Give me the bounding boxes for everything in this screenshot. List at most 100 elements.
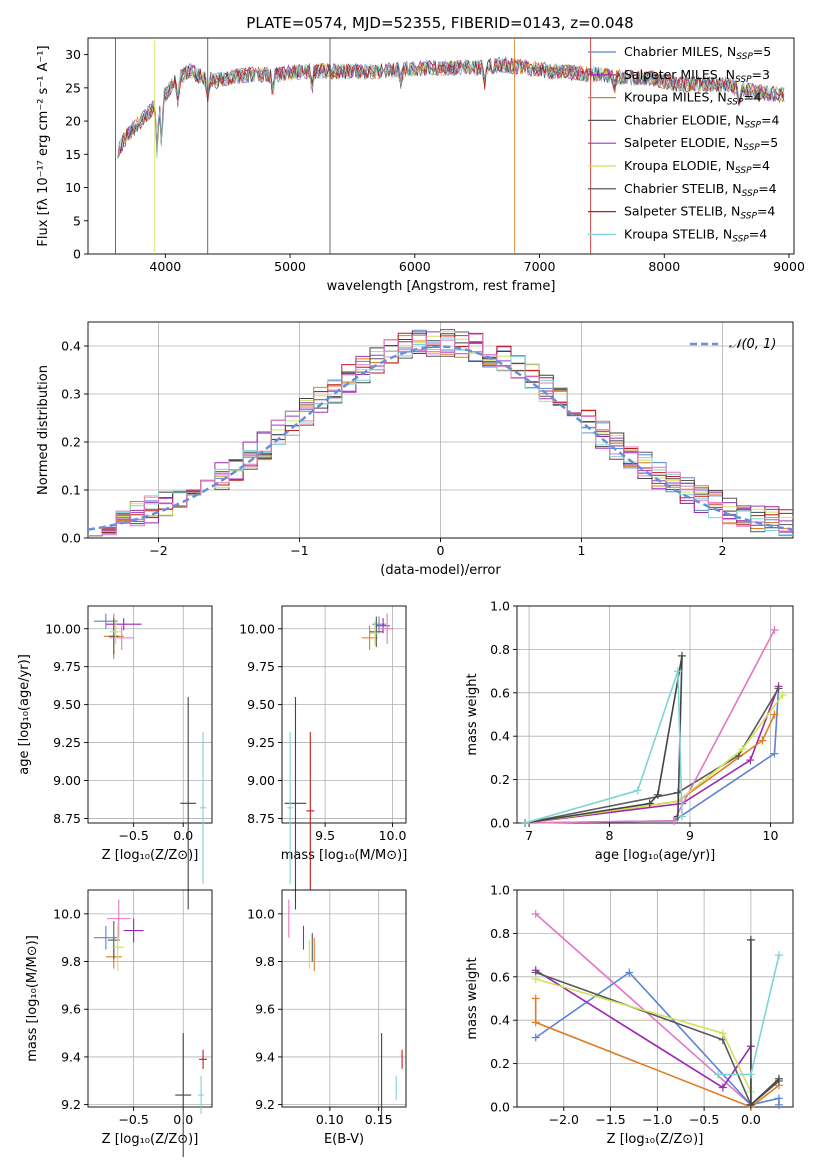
residual-histogram [88,333,793,537]
x-tick-label: 5000 [274,259,306,274]
y-tick-label: 15 [65,147,81,162]
y-tick-label: 5 [73,213,81,228]
x-tick-label: 10.0 [379,828,407,843]
mass-weight-marker [774,951,783,960]
x-axis-label: E(B-V) [324,1132,364,1147]
y-tick-label: 0.4 [490,729,510,744]
x-tick-label: −0.5 [118,828,148,843]
x-axis-label: Z [log₁₀(Z/Z⊙)] [607,1132,704,1147]
mass-weight-line [534,998,780,1108]
y-tick-label: 9.2 [61,1097,81,1112]
y-tick-label: 0.6 [490,685,510,700]
massweight_vs_Z-panel: −2.0 −1.5 −1.0 −0.5 0.0 0.0 0.2 0.4 0.6 0.8 1.0 Z [… [465,883,794,1147]
y-tick-label: 0.6 [490,969,510,984]
mass-weight-line [524,629,776,824]
y-tick-label: 8.75 [53,811,81,826]
y-tick-label: 25 [65,80,81,95]
y-tick-label: 0.4 [490,1013,510,1028]
x-tick-label: 2 [719,543,727,558]
mass-weight-marker [673,667,682,676]
x-axis-label: mass [log₁₀(M/M⊙)] [281,848,408,863]
y-tick-label: 9.2 [255,1097,275,1112]
mass-weight-marker [521,819,530,827]
mass-weight-marker [774,1074,783,1083]
y-tick-label: 9.4 [61,1049,81,1064]
x-tick-label: 0.15 [365,1112,393,1127]
figure-title: PLATE=0574, MJD=52355, FIBERID=0143, z=0… [246,14,633,32]
massweight_vs_age-panel: 7 8 9 10 0.0 0.2 0.4 0.6 0.8 1.0 age [log₁₀(age/yr… [465,599,794,863]
mass-weight-line [718,954,780,1076]
x-axis-label: age [log₁₀(age/yr)] [595,848,716,863]
mass-weight-line [524,655,683,824]
legend-entry: Chabrier STELIB, NSSP=4 [624,181,777,199]
x-tick-label: 9000 [773,259,805,274]
y-axis-label: age [log₁₀(age/yr)] [17,654,32,775]
mass-weight-marker [531,1018,540,1027]
residuals-panel: −2 −1 0 1 2 0.0 0.1 0.2 0.3 0.4 (data-model)/error… [36,321,794,578]
y-tick-label: 0.2 [490,1056,510,1071]
x-axis-label: Z [log₁₀(Z/Z⊙)] [102,1132,199,1147]
y-tick-label: 10.0 [247,906,275,921]
spectrum-series-line [117,57,785,159]
mass-weight-marker [633,786,642,795]
x-tick-label: 8000 [648,259,680,274]
age_vs_Z-panel: −0.5 0.0 8.75 9.00 9.25 9.50 9.75 10.00 Z [log₁₀… [17,605,213,910]
y-tick-label: 0.0 [490,816,510,831]
mass-weight-marker [653,790,662,799]
mass-weight-marker [738,745,747,754]
x-tick-label: −1 [290,543,308,558]
y-tick-label: 0.4 [61,339,81,354]
mass-weight-marker [778,690,787,699]
legend-entry: Salpeter STELIB, NSSP=4 [624,204,775,222]
spectrum-series-line [117,58,785,159]
y-tick-label: 0.2 [61,435,81,450]
y-tick-label: 8.75 [247,811,275,826]
y-tick-label: 0.1 [61,483,81,498]
y-tick-label: 9.25 [247,735,275,750]
y-tick-label: 0.3 [61,387,81,402]
mass-weight-line [524,694,784,824]
x-tick-label: −1.5 [595,1112,625,1127]
mass-weight-marker [774,684,783,693]
legend-entry: Chabrier MILES, NSSP=5 [624,44,771,62]
y-tick-label: 10.0 [53,906,81,921]
x-tick-label: 9.5 [315,828,335,843]
x-tick-label: 0.0 [173,828,193,843]
x-tick-label: 10 [763,828,779,843]
y-tick-label: 10 [65,180,81,195]
y-tick-label: 0.2 [490,772,510,787]
mass-weight-marker [531,1033,540,1042]
mass-weight-marker [770,625,779,634]
age_vs_mass-panel: 9.5 10.0 8.75 9.00 9.25 9.50 9.75 10.00 mass [lo… [239,605,408,910]
mass-weight-marker [718,1083,727,1092]
legend-entry: Salpeter ELODIE, NSSP=5 [624,135,778,153]
y-tick-label: 10.00 [45,621,81,636]
x-tick-label: −2.0 [549,1112,579,1127]
y-tick-label: 30 [65,47,81,62]
mass-weight-marker [770,710,779,719]
plots: 4000 5000 6000 7000 8000 9000051015202530wave… [17,37,805,1158]
x-tick-label: −2 [149,543,167,558]
mass-weight-line [524,670,683,824]
y-tick-label: 9.6 [255,1002,275,1017]
axes-frame [516,605,794,824]
axes-frame [87,889,213,1108]
x-tick-label: 0 [437,543,445,558]
y-tick-label: 0.0 [61,531,81,546]
legend-entry: 𝒩(0, 1) [729,337,776,352]
y-tick-label: 0 [73,247,81,262]
x-tick-label: 6000 [399,259,431,274]
x-tick-label: 9 [686,828,694,843]
spectrum-panel: 4000 5000 6000 7000 8000 9000 0 5 10 15 20 25 30 wave… [36,37,805,294]
y-axis-label: Flux [fλ 10⁻¹⁷ erg cm⁻² s⁻¹ A⁻¹] [36,45,51,246]
mass-weight-marker [625,968,634,977]
mass-weight-line [750,939,780,1107]
x-tick-label: −0.5 [689,1112,719,1127]
y-tick-label: 9.75 [247,659,275,674]
mass-weight-marker [531,909,540,918]
y-tick-label: 1.0 [490,883,510,898]
y-tick-label: 9.50 [247,697,275,712]
x-axis-label: Z [log₁₀(Z/Z⊙)] [102,848,199,863]
y-tick-label: 9.75 [53,659,81,674]
mass-weight-marker [531,974,540,983]
